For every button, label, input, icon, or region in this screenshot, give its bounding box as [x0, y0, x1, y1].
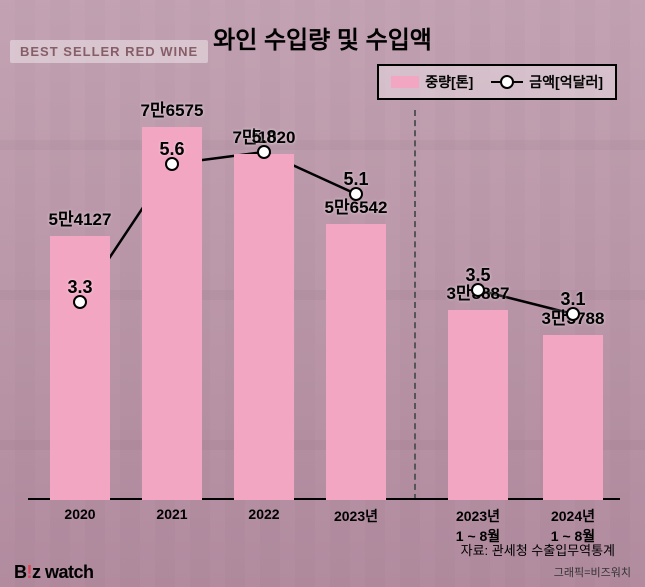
plot-area: 5만412720203.37만657520215.67만102020225.85…	[28, 110, 620, 500]
bar: 7만6575	[142, 127, 202, 500]
credit-text: 그래픽=비즈워치	[554, 564, 631, 580]
bar: 3만8887	[448, 310, 508, 500]
legend-bar-swatch	[391, 76, 419, 88]
logo: B!z watch	[14, 562, 94, 583]
line-value-label: 3.3	[67, 277, 92, 298]
line-value-label: 5.6	[159, 139, 184, 160]
footer: B!z watch 그래픽=비즈워치	[0, 561, 645, 583]
legend: 중량[톤] 금액[억달러]	[377, 64, 617, 100]
line-layer	[28, 110, 620, 500]
x-axis-label: 2022	[219, 506, 309, 522]
bar: 5만4127	[50, 236, 110, 500]
line-value-label: 5.1	[343, 169, 368, 190]
line-value-label: 5.8	[251, 127, 276, 148]
line-value-label: 3.5	[465, 265, 490, 286]
legend-bar-label: 중량[톤]	[425, 72, 473, 92]
chart-content: 와인 수입량 및 수입액 중량[톤] 금액[억달러] 5만4127 2020 3.3…	[0, 0, 645, 587]
chart-title: 와인 수입량 및 수입액	[0, 20, 645, 55]
legend-line-swatch	[491, 81, 523, 83]
bar-value-label: 7만6575	[141, 96, 204, 121]
bar: 5만6542	[326, 224, 386, 500]
x-axis-label: 2021	[127, 506, 217, 522]
line-value-label: 3.1	[560, 289, 585, 310]
legend-line-label: 금액[억달러]	[529, 72, 603, 92]
logo-part1: B	[14, 562, 27, 582]
bar-value-label: 5만4127	[49, 205, 112, 230]
x-axis-baseline	[28, 498, 620, 500]
bar: 7만1020	[234, 154, 294, 500]
x-axis-label: 2020	[35, 506, 125, 522]
legend-item-line: 금액[억달러]	[491, 72, 603, 92]
bar: 3만3788	[543, 335, 603, 500]
x-axis-label: 2023년	[311, 506, 401, 526]
legend-item-bar: 중량[톤]	[391, 72, 473, 92]
logo-part2: z watch	[32, 562, 94, 582]
source-text: 자료: 관세청 수출입무역통계	[461, 540, 615, 559]
